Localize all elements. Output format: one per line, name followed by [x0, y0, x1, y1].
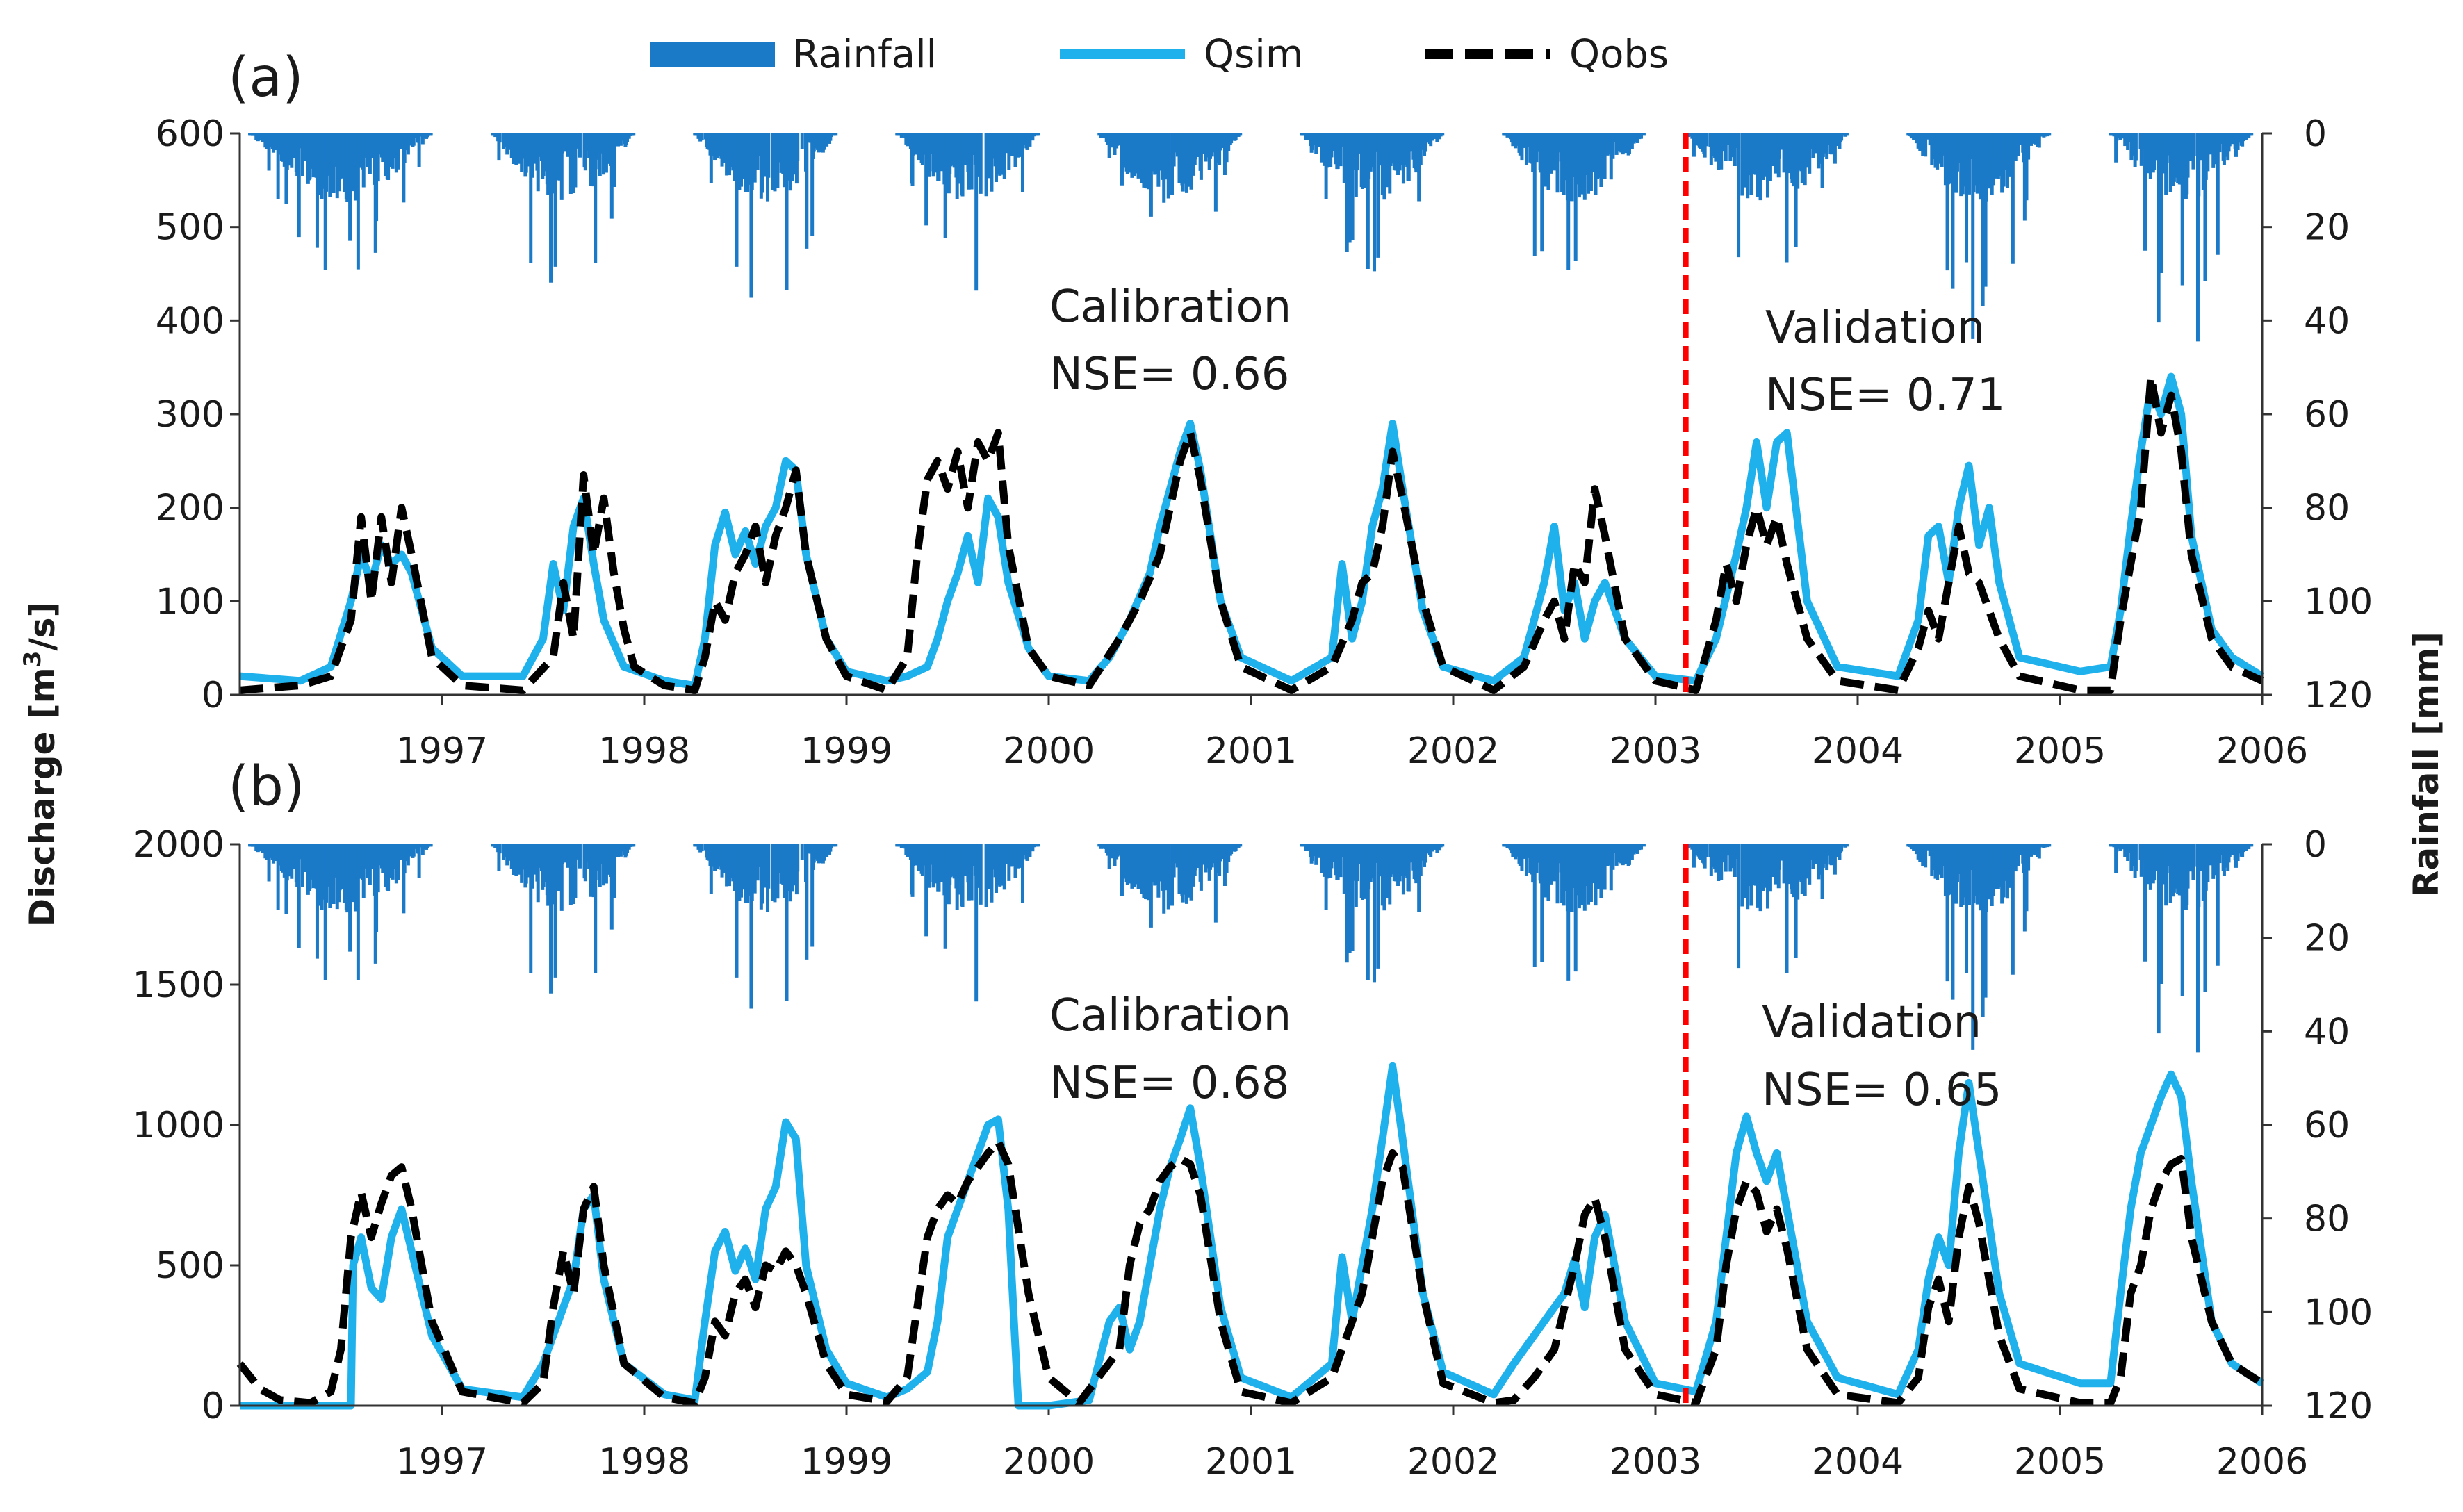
x-tick-label: 1998	[598, 1441, 690, 1483]
panel-a-validation-label: Validation	[1765, 302, 1985, 354]
y-left-tick-label: 300	[156, 394, 224, 436]
y-axis-right-title: Rainfall [mm]	[2406, 632, 2446, 897]
y-right-tick-label: 120	[2304, 675, 2373, 716]
y-left-tick-label: 400	[156, 300, 224, 342]
panel-b-y-right-ticks: 0 20 40 60 80 100 120	[2262, 824, 2373, 1427]
panel-b-validation-label: Validation	[1762, 997, 1981, 1049]
x-tick-label: 2000	[1003, 1441, 1095, 1483]
y-left-tick-label: 200	[156, 488, 224, 529]
y-right-tick-label: 40	[2304, 300, 2350, 342]
x-tick-label: 2006	[2216, 1441, 2308, 1483]
y-right-tick-label: 120	[2304, 1386, 2373, 1427]
y-right-tick-label: 0	[2304, 824, 2327, 866]
panel-b-y-left-ticks: 0 500 1000 1500 2000	[133, 824, 240, 1427]
y-axis-left-title-superscript: 3	[19, 651, 47, 668]
x-tick-label: 2001	[1205, 1441, 1297, 1483]
y-left-tick-label: 600	[156, 113, 224, 155]
x-tick-label: 2003	[1610, 1441, 1701, 1483]
x-tick-label: 1998	[598, 730, 690, 772]
y-right-tick-label: 100	[2304, 1292, 2373, 1333]
x-tick-label: 2001	[1205, 730, 1297, 772]
x-tick-label: 2004	[1812, 1441, 1904, 1483]
panel-a-calibration-label: Calibration	[1049, 281, 1291, 333]
panel-a-qobs-line	[239, 372, 2264, 694]
panel-a-calibration-nse: NSE= 0.66	[1049, 349, 1289, 400]
y-right-tick-label: 20	[2304, 918, 2350, 960]
x-tick-label: 2002	[1407, 730, 1499, 772]
panel-b-rainfall-bars	[248, 844, 2254, 1053]
y-right-tick-label: 60	[2304, 394, 2350, 436]
y-left-tick-label: 2000	[133, 824, 224, 866]
panel-b-calibration-label: Calibration	[1049, 990, 1291, 1042]
x-tick-label: 2005	[2014, 730, 2106, 772]
panel-b-calibration-nse: NSE= 0.68	[1049, 1058, 1289, 1109]
y-axis-left-title-unit: /s]	[22, 602, 63, 651]
legend-qsim-label: Qsim	[1204, 32, 1303, 77]
y-right-tick-label: 100	[2304, 581, 2373, 623]
panel-b-qobs-line	[236, 1137, 2264, 1407]
y-right-tick-label: 40	[2304, 1011, 2350, 1053]
x-tick-label: 2006	[2216, 730, 2308, 772]
panel-b: (b) 0 500 1000 1500 2000 0 20 40 60 80 100 120 199…	[133, 755, 2373, 1483]
panel-b-label: (b)	[228, 755, 304, 818]
legend-qobs-label: Qobs	[1569, 32, 1669, 77]
y-left-tick-label: 100	[156, 581, 224, 623]
legend: Rainfall Qsim Qobs	[650, 32, 1669, 77]
y-left-tick-label: 500	[156, 1245, 224, 1287]
y-axis-left-title-main: Discharge [m	[22, 667, 63, 927]
y-right-tick-label: 0	[2304, 113, 2327, 155]
y-right-tick-label: 20	[2304, 207, 2350, 249]
x-tick-label: 2002	[1407, 1441, 1499, 1483]
x-tick-label: 1999	[801, 1441, 892, 1483]
x-tick-label: 2004	[1812, 730, 1904, 772]
panel-a-validation-nse: NSE= 0.71	[1765, 370, 2005, 421]
panel-a-x-ticks: 1997 1998 1999 2000 2001 2002 2003 2004 2005 2006	[396, 695, 2308, 772]
panel-a-label: (a)	[228, 47, 304, 109]
panel-a-y-left-ticks: 0 100 200 300 400 500 600	[156, 113, 240, 716]
panel-a-rainfall-bars	[248, 133, 2254, 342]
y-right-tick-label: 80	[2304, 1199, 2350, 1240]
y-left-tick-label: 1000	[133, 1105, 224, 1147]
y-left-tick-label: 500	[156, 207, 224, 249]
panel-b-x-ticks: 1997 1998 1999 2000 2001 2002 2003 2004 2005 2006	[396, 1406, 2308, 1483]
x-tick-label: 1999	[801, 730, 892, 772]
y-left-tick-label: 1500	[133, 964, 224, 1006]
panel-b-validation-nse: NSE= 0.65	[1762, 1065, 2002, 1116]
x-tick-label: 2000	[1003, 730, 1095, 772]
x-tick-label: 1997	[396, 1441, 488, 1483]
y-left-tick-label: 0	[202, 1386, 224, 1427]
x-tick-label: 1997	[396, 730, 488, 772]
y-left-tick-label: 0	[202, 675, 224, 716]
x-tick-label: 2005	[2014, 1441, 2106, 1483]
panel-a-y-right-ticks: 0 20 40 60 80 100 120	[2262, 113, 2373, 716]
y-right-tick-label: 60	[2304, 1105, 2350, 1147]
y-right-tick-label: 80	[2304, 488, 2350, 529]
legend-rainfall-label: Rainfall	[792, 32, 937, 77]
x-tick-label: 2003	[1610, 730, 1701, 772]
legend-rainfall-swatch	[650, 42, 775, 67]
y-axis-left-title: Discharge [m3/s]	[19, 602, 63, 928]
